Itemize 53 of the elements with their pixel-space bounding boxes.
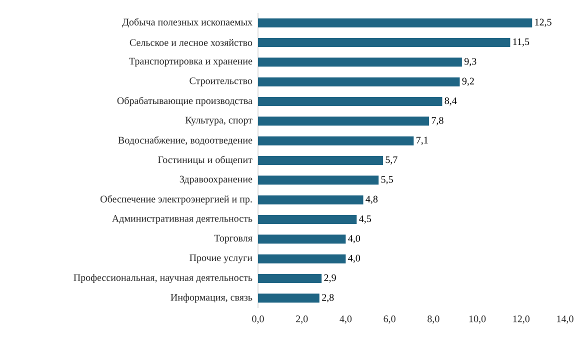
data-label: 11,5 <box>513 38 530 47</box>
data-label: 7,8 <box>432 117 444 126</box>
bar <box>258 274 322 284</box>
bar <box>258 156 383 166</box>
x-tick-label: 2,0 <box>296 316 308 324</box>
y-tick-label: Добыча полезных ископаемых <box>122 18 252 28</box>
y-tick-label: Обрабатывающие производства <box>117 96 252 106</box>
x-tick-label: 4,0 <box>340 316 352 324</box>
bar <box>258 97 442 106</box>
data-label: 4,5 <box>359 215 371 224</box>
y-tick-label: Информация, связь <box>170 294 252 303</box>
data-label: 4,8 <box>366 196 378 204</box>
x-tick-label: 0,0 <box>252 316 264 324</box>
bar <box>258 294 320 303</box>
y-tick-label: Культура, спорт <box>185 116 252 126</box>
bar <box>258 195 364 204</box>
x-tick-label: 8,0 <box>428 316 440 324</box>
bar <box>258 18 532 28</box>
x-tick-label: 6,0 <box>384 316 396 324</box>
data-label: 4,0 <box>348 254 360 263</box>
y-tick-label: Гостиницы и общепит <box>158 156 252 166</box>
data-label: 12,5 <box>535 18 552 27</box>
y-tick-label: Прочие услуги <box>190 254 252 264</box>
y-tick-label: Профессиональная, научная деятельность <box>74 274 252 284</box>
bar <box>258 254 346 264</box>
data-label: 9,3 <box>464 58 476 66</box>
data-label: 7,1 <box>416 136 428 145</box>
y-tick-label: Обеспечение электроэнергией и пр. <box>100 195 252 204</box>
data-label: 2,8 <box>322 294 334 302</box>
x-tick-label: 14,0 <box>557 316 574 324</box>
y-tick-label: Здравоохранение <box>180 176 252 185</box>
bar <box>258 215 357 224</box>
x-tick-label: 12,0 <box>513 316 530 324</box>
y-tick-label: Административная деятельность <box>112 215 252 224</box>
y-tick-label: Транспортировка и хранение <box>129 58 252 67</box>
data-label: 2,9 <box>324 274 336 283</box>
data-label: 5,5 <box>381 176 393 184</box>
bar <box>258 77 460 86</box>
y-tick-label: Водоснабжение, водоотведение <box>118 136 252 146</box>
data-label: 5,7 <box>386 156 398 165</box>
data-label: 4,0 <box>348 235 360 244</box>
bar <box>258 58 462 67</box>
data-label: 8,4 <box>444 97 457 106</box>
x-tick-label: 10,0 <box>469 316 486 324</box>
bar <box>258 234 346 244</box>
bar <box>258 176 379 185</box>
bar <box>258 116 430 126</box>
y-tick-label: Строительство <box>190 77 252 86</box>
y-tick-label: Торговля <box>214 234 252 244</box>
data-label: 9,2 <box>462 78 474 86</box>
bar <box>258 136 414 146</box>
bar <box>258 38 510 48</box>
y-tick-label: Сельское и лесное хозяйство <box>130 39 252 46</box>
